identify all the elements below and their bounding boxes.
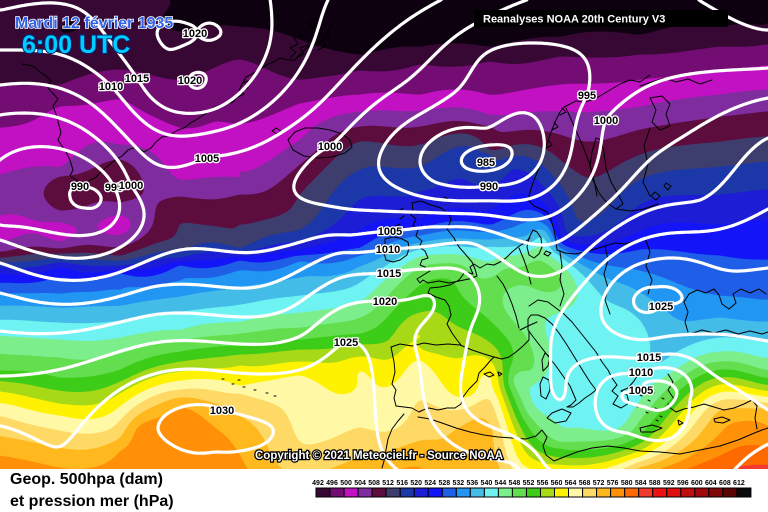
svg-text:995: 995 [105, 182, 123, 194]
svg-text:560: 560 [551, 480, 563, 487]
svg-text:508: 508 [368, 480, 380, 487]
svg-text:528: 528 [438, 480, 450, 487]
svg-text:1005: 1005 [629, 385, 653, 397]
svg-text:985: 985 [477, 157, 495, 169]
svg-text:Mardi 12 février 1935: Mardi 12 février 1935 [15, 15, 173, 32]
svg-text:584: 584 [635, 480, 647, 487]
svg-text:1010: 1010 [376, 244, 400, 256]
svg-text:990: 990 [71, 181, 89, 193]
svg-text:608: 608 [719, 480, 731, 487]
svg-text:556: 556 [537, 480, 549, 487]
svg-text:568: 568 [579, 480, 591, 487]
svg-text:1010: 1010 [99, 81, 123, 93]
svg-text:524: 524 [424, 480, 436, 487]
svg-text:564: 564 [565, 480, 577, 487]
svg-text:576: 576 [607, 480, 619, 487]
svg-text:1030: 1030 [210, 405, 234, 417]
svg-text:500: 500 [340, 480, 352, 487]
svg-text:1010: 1010 [629, 367, 653, 379]
svg-text:995: 995 [578, 90, 596, 102]
svg-text:1000: 1000 [594, 115, 618, 127]
svg-text:Copyright © 2021 Meteociel.fr: Copyright © 2021 Meteociel.fr - Source N… [255, 450, 503, 462]
svg-text:1025: 1025 [649, 301, 673, 313]
svg-text:596: 596 [677, 480, 689, 487]
svg-text:604: 604 [705, 480, 717, 487]
svg-text:612: 612 [733, 480, 745, 487]
svg-text:496: 496 [326, 480, 338, 487]
svg-text:1020: 1020 [178, 75, 202, 87]
svg-text:504: 504 [354, 480, 366, 487]
svg-text:6:00 UTC: 6:00 UTC [22, 31, 130, 59]
svg-text:536: 536 [466, 480, 478, 487]
svg-text:1015: 1015 [637, 352, 661, 364]
svg-text:1000: 1000 [119, 180, 143, 192]
svg-text:1025: 1025 [334, 337, 358, 349]
svg-text:1020: 1020 [183, 28, 207, 40]
svg-text:1020: 1020 [373, 296, 397, 308]
svg-text:580: 580 [621, 480, 633, 487]
svg-text:592: 592 [663, 480, 675, 487]
svg-text:600: 600 [691, 480, 703, 487]
svg-text:516: 516 [396, 480, 408, 487]
svg-text:492: 492 [312, 480, 324, 487]
svg-text:532: 532 [452, 480, 464, 487]
svg-text:et pression mer (hPa): et pression mer (hPa) [10, 493, 174, 510]
svg-text:990: 990 [480, 181, 498, 193]
svg-text:1015: 1015 [377, 268, 401, 280]
svg-text:1015: 1015 [125, 73, 149, 85]
svg-text:1005: 1005 [378, 226, 402, 238]
svg-text:520: 520 [410, 480, 422, 487]
svg-text:588: 588 [649, 480, 661, 487]
svg-text:512: 512 [382, 480, 394, 487]
svg-text:1000: 1000 [318, 141, 342, 153]
svg-text:Geop. 500hpa (dam): Geop. 500hpa (dam) [10, 471, 163, 488]
svg-text:540: 540 [481, 480, 493, 487]
svg-text:1005: 1005 [195, 153, 219, 165]
svg-text:544: 544 [495, 480, 507, 487]
svg-text:552: 552 [523, 480, 535, 487]
svg-text:572: 572 [593, 480, 605, 487]
svg-text:548: 548 [509, 480, 521, 487]
svg-text:Reanalyses NOAA 20th Century V: Reanalyses NOAA 20th Century V3 [483, 14, 665, 26]
